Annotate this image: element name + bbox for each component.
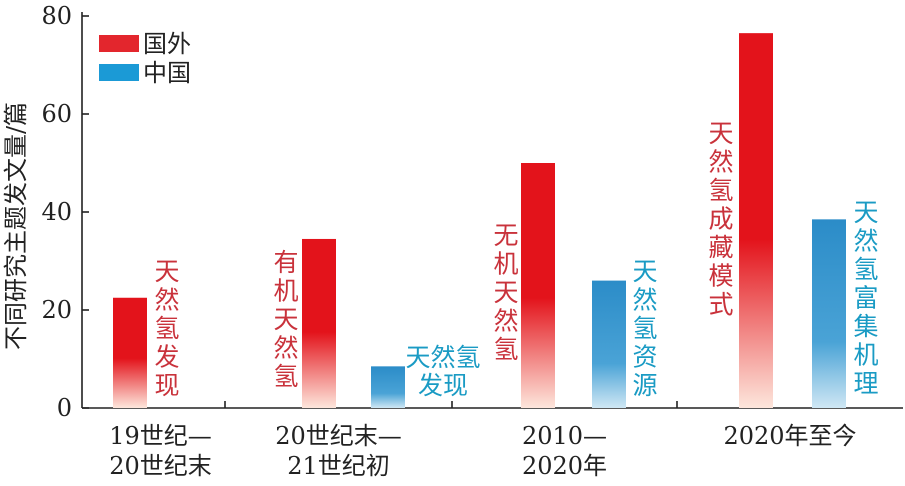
bar-annotation: 天: [853, 198, 878, 227]
bar-annotation: 机: [273, 277, 298, 306]
bar-annotation: 氢: [708, 176, 733, 205]
bar-annotation: 发: [154, 343, 179, 372]
bar-annotation: 天: [708, 119, 733, 148]
bar-annotation: 然: [853, 227, 878, 256]
bar-annotation: 天: [632, 257, 657, 286]
bar-foreign: [113, 297, 147, 408]
bar-annotation: 然: [632, 286, 657, 315]
bar-annotation: 无: [493, 221, 518, 250]
x-category-label: 20世纪末: [109, 452, 212, 480]
bar-annotation: 氢: [273, 362, 298, 391]
bar-annotation: 天: [273, 305, 298, 334]
bar-annotation: 天然氢: [405, 343, 480, 372]
bar-annotation: 天: [154, 257, 179, 286]
x-category-label: 21世纪初: [287, 452, 390, 480]
bar-annotation: 氢: [632, 314, 657, 343]
bar-annotation: 然: [493, 307, 518, 336]
legend-label: 国外: [143, 30, 191, 58]
legend-swatch: [99, 64, 139, 81]
y-tick-label: 80: [41, 2, 72, 30]
bar-china: [812, 219, 846, 408]
bar-annotation: 发现: [418, 371, 468, 400]
bar-annotation: 现: [154, 371, 179, 400]
bar-foreign: [739, 33, 773, 409]
bar-annotation: 资: [632, 343, 657, 372]
bar-annotation: 氢: [154, 314, 179, 343]
bar-annotation: 氢: [493, 335, 518, 364]
y-tick-label: 40: [41, 198, 72, 226]
bar-china: [371, 366, 405, 408]
bar-annotation: 然: [708, 148, 733, 177]
x-category-label: 20世纪末—: [275, 422, 402, 450]
bar-annotation: 机: [493, 250, 518, 279]
bar-china: [592, 280, 626, 408]
x-category-label: 2020年: [522, 452, 607, 480]
bar-annotation: 式: [708, 290, 733, 319]
bar-annotation: 机: [853, 341, 878, 370]
bar-annotation: 天: [493, 278, 518, 307]
bar-annotation: 富: [853, 284, 878, 313]
bar-foreign: [521, 163, 555, 408]
y-axis-label: 不同研究主题发文量/篇: [2, 102, 30, 350]
bar-annotation: 理: [853, 369, 878, 398]
legend-swatch: [99, 35, 139, 52]
bar-annotation: 氢: [853, 255, 878, 284]
y-tick-label: 20: [41, 296, 72, 324]
bar-annotation: 源: [632, 371, 657, 400]
bar-annotation: 藏: [708, 233, 733, 262]
y-tick-label: 0: [57, 394, 72, 422]
y-tick-label: 60: [41, 100, 72, 128]
bar-annotation: 模: [708, 262, 733, 291]
bar-annotation: 然: [273, 334, 298, 363]
bar-annotation: 然: [154, 286, 179, 315]
x-category-label: 19世纪—: [109, 422, 212, 450]
bar-annotation: 有: [273, 248, 298, 277]
x-category-label: 2010—: [522, 422, 607, 450]
bar-annotation: 成: [708, 205, 733, 234]
legend-label: 中国: [143, 59, 191, 87]
x-category-label: 2020年至今: [723, 422, 856, 450]
bar-foreign: [302, 238, 336, 408]
bar-annotation: 集: [853, 312, 878, 341]
